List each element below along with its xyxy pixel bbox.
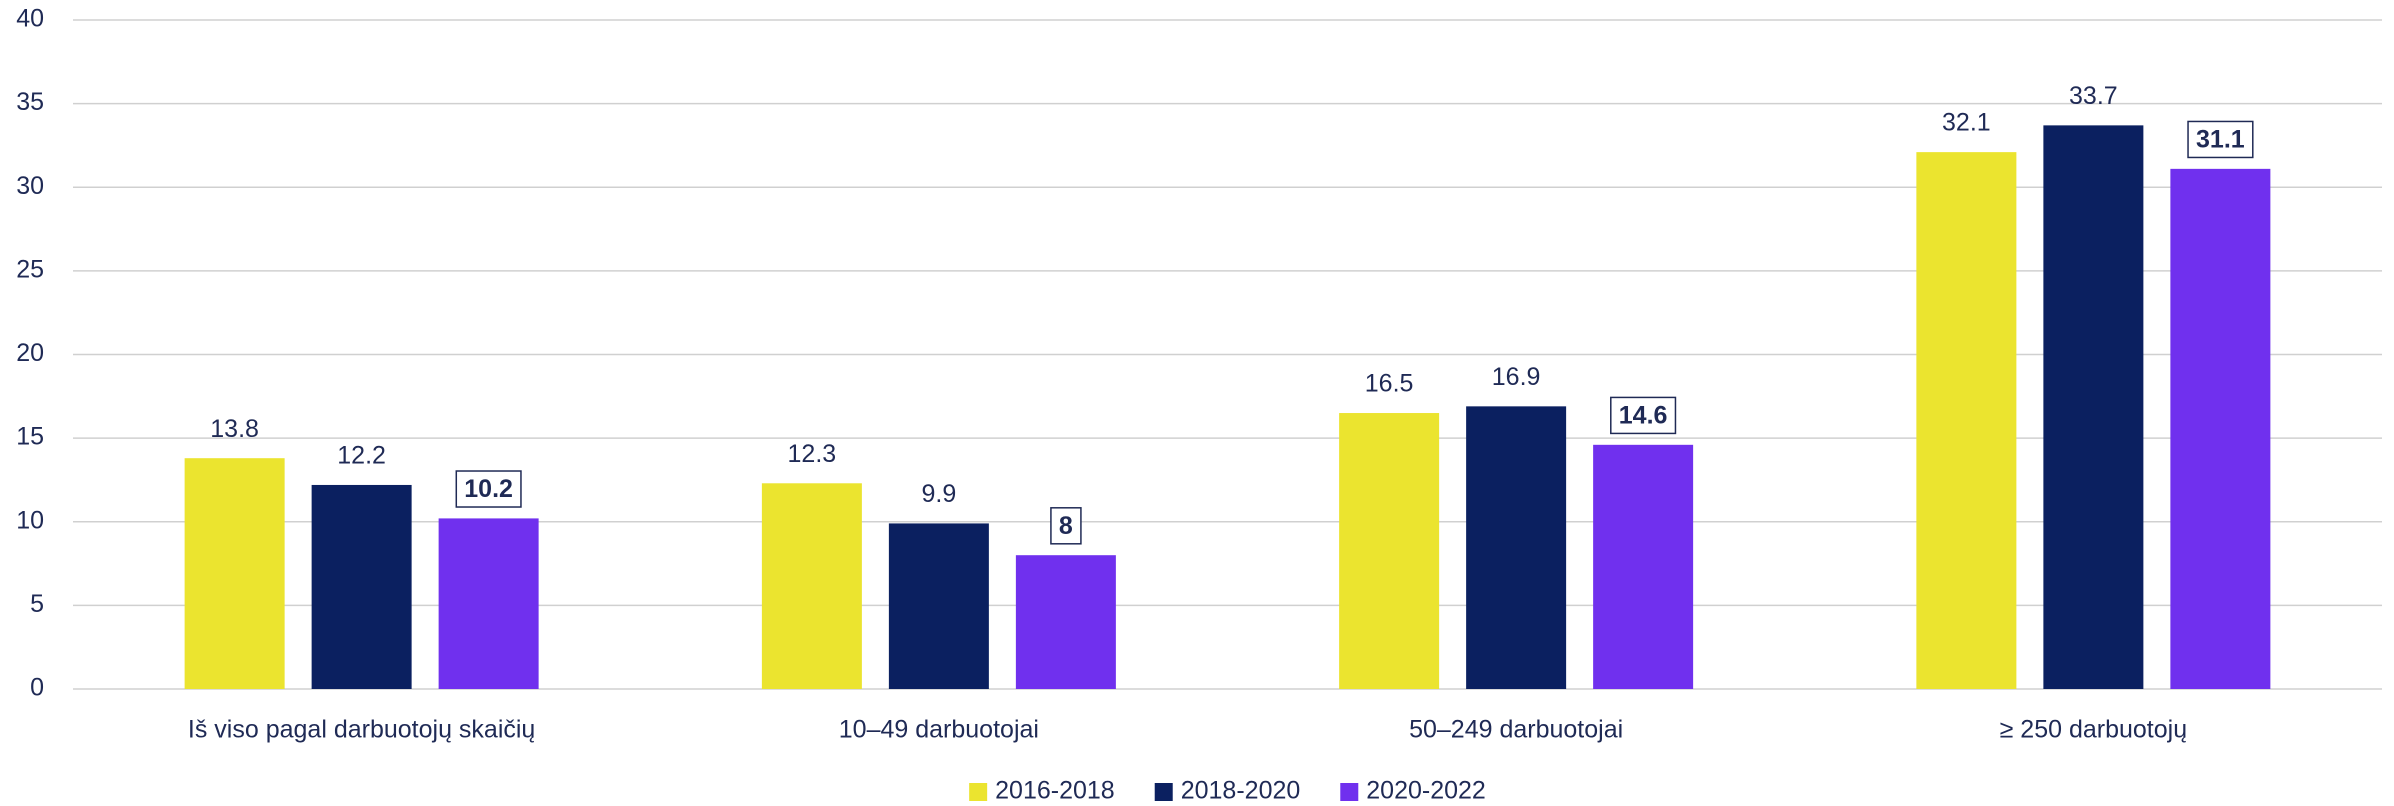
x-tick-label: 10–49 darbuotojai [839,716,1039,744]
bar [1015,555,1116,689]
bar [761,483,862,689]
data-label: 16.5 [1365,370,1414,398]
y-tick-label: 40 [16,5,44,33]
data-label-box [2187,120,2254,159]
bar [184,458,285,689]
y-tick-label: 10 [16,506,44,534]
bar [1466,406,1567,689]
data-label: 12.2 [337,442,386,470]
bar [2043,125,2144,690]
bar [311,484,412,689]
legend-label: 2018-2020 [1181,777,1301,805]
x-tick-label: Iš viso pagal darbuotojų skaičių [188,716,535,744]
legend-swatch [1154,783,1173,801]
data-label: 33.7 [2069,82,2118,110]
y-tick-label: 15 [16,423,44,451]
y-tick-label: 0 [30,674,44,702]
x-tick-label: ≥ 250 darbuotojų [2000,716,2187,744]
data-label: 14.6 [1619,401,1668,429]
data-label-box [1610,396,1677,435]
y-tick-label: 25 [16,255,44,283]
data-label: 12.3 [788,440,837,468]
bar [438,518,539,689]
bar [1916,152,2017,689]
y-tick-label: 5 [30,590,44,618]
bar [1593,444,1694,689]
bar [888,523,989,689]
y-tick-label: 30 [16,172,44,200]
data-label: 10.2 [464,475,513,503]
data-label: 32.1 [1942,109,1991,137]
legend-label: 2020-2022 [1366,777,1486,805]
data-label-box [1050,507,1082,545]
data-label-box [455,470,522,508]
bar [2170,168,2271,690]
data-label: 9.9 [921,480,956,508]
y-tick-label: 35 [16,88,44,116]
legend-swatch [969,783,988,801]
data-label: 16.9 [1492,363,1541,391]
y-tick-label: 20 [16,339,44,367]
bar [1339,413,1440,689]
legend-label: 2016-2018 [995,777,1115,805]
data-label: 13.8 [210,415,259,443]
legend-swatch [1340,783,1359,801]
data-label: 31.1 [2196,125,2245,153]
x-tick-label: 50–249 darbuotojai [1409,716,1623,744]
data-label: 8 [1059,512,1073,540]
